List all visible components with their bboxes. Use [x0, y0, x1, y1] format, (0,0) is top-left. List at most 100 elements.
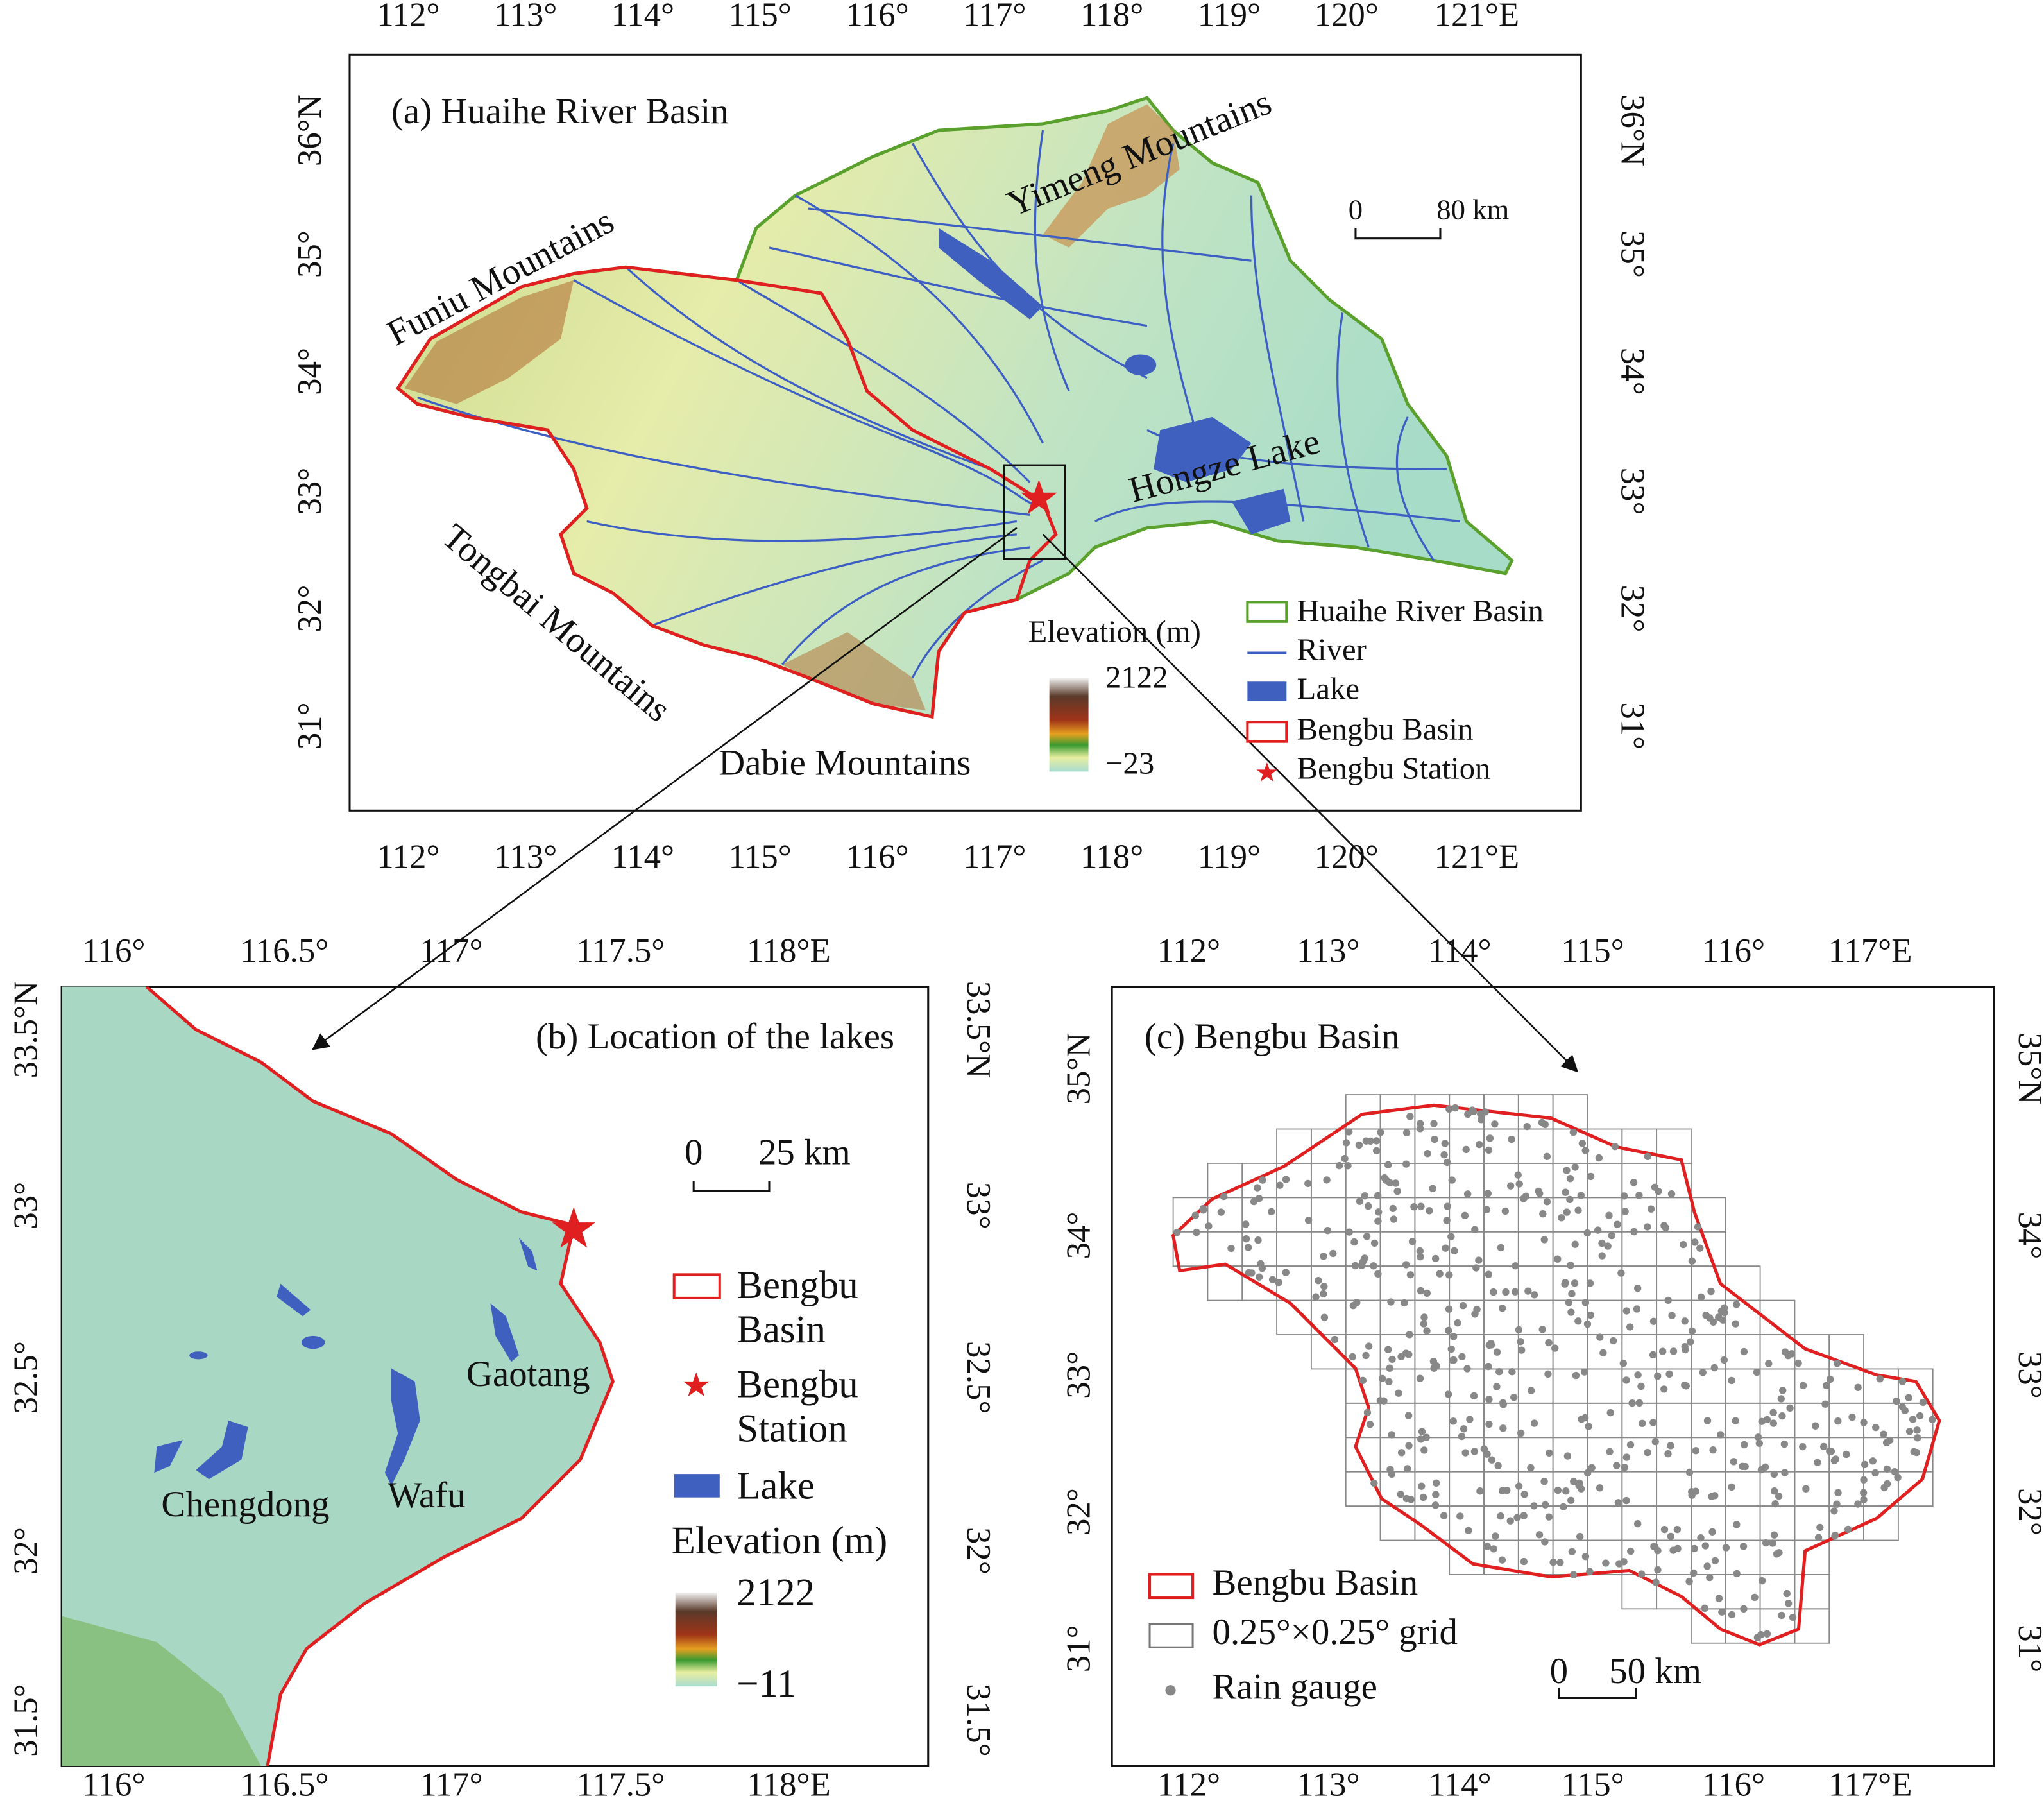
- rain-gauge: [1498, 1487, 1506, 1495]
- tick-label: 118°E: [747, 1767, 831, 1804]
- rain-gauge: [1502, 1288, 1510, 1296]
- rain-gauge: [1513, 1514, 1521, 1521]
- rain-gauge: [1388, 1431, 1395, 1439]
- rain-gauge: [1628, 1399, 1636, 1407]
- rain-gauge: [1692, 1447, 1699, 1455]
- rain-gauge: [1312, 1293, 1320, 1301]
- legend-label: Bengbu Basin: [1297, 712, 1474, 747]
- rain-gauge: [1431, 1135, 1438, 1143]
- rain-gauge: [1886, 1436, 1894, 1444]
- rain-gauge: [1362, 1351, 1370, 1360]
- rain-gauge: [1604, 1242, 1612, 1250]
- rain-gauge: [1353, 1299, 1361, 1306]
- rain-gauge: [1703, 1417, 1712, 1424]
- rain-gauge: [1703, 1562, 1711, 1570]
- rain-gauge: [1515, 1326, 1523, 1334]
- rain-gauge: [1697, 1534, 1705, 1542]
- rain-gauge: [1372, 1137, 1381, 1145]
- rain-gauge: [1430, 1120, 1438, 1127]
- tick-label: 113°: [494, 0, 557, 34]
- rain-gauge: [1524, 1287, 1532, 1295]
- rain-gauge: [1476, 1140, 1483, 1149]
- rain-gauge: [1697, 1293, 1705, 1301]
- rain-gauge: [1608, 1231, 1615, 1240]
- rain-gauge: [1406, 1113, 1414, 1120]
- rain-gauge: [1771, 1487, 1778, 1495]
- rain-gauge: [1377, 1129, 1384, 1136]
- tick-label: 34°: [1614, 348, 1651, 395]
- tick-label: 114°: [611, 0, 674, 34]
- rain-gauge: [1254, 1184, 1261, 1192]
- rain-gauge: [1250, 1197, 1258, 1206]
- rain-gauge: [1512, 1288, 1519, 1296]
- legend-label: Rain gauge: [1213, 1666, 1377, 1707]
- zoom-arrow: [311, 527, 1018, 1050]
- legend-label: Bengbu Station: [737, 1363, 858, 1451]
- rain-gauge: [1463, 1190, 1472, 1198]
- rain-gauge: [1501, 1207, 1510, 1215]
- rain-gauge: [1447, 1233, 1455, 1240]
- bengbu-station-marker: [552, 1206, 595, 1248]
- rain-gauge: [1254, 1236, 1262, 1244]
- rain-gauge: [1401, 1299, 1408, 1307]
- rain-gauge: [1611, 1143, 1619, 1151]
- rain-gauge: [1276, 1181, 1284, 1189]
- rain-gauge: [1650, 1543, 1658, 1550]
- tick-label: 117.5°: [576, 1767, 665, 1804]
- rain-gauge: [1546, 1449, 1553, 1457]
- tick-label: 34°: [1060, 1211, 1098, 1259]
- rain-gauge: [1566, 1195, 1574, 1204]
- tick-label: 35°N: [2011, 1032, 2044, 1104]
- rain-gauge: [1861, 1460, 1869, 1469]
- grid-cell: [1794, 1608, 1830, 1644]
- rain-gauge: [1494, 1462, 1502, 1470]
- legend-value: 2122: [737, 1571, 815, 1614]
- rain-gauge: [1694, 1223, 1702, 1231]
- rain-gauge: [1540, 1478, 1548, 1485]
- tick-label: 116°: [82, 932, 145, 970]
- tick-label: 33°: [1614, 468, 1651, 515]
- rain-gauge: [1362, 1137, 1370, 1145]
- tick-label: 116°: [1702, 1767, 1765, 1804]
- rain-gauge: [1781, 1469, 1789, 1476]
- tick-label: 113°: [494, 839, 557, 876]
- rain-gauge: [1894, 1473, 1902, 1482]
- rain-gauge: [1538, 1118, 1546, 1127]
- rain-gauge: [1859, 1489, 1868, 1497]
- rain-gauge: [1397, 1491, 1404, 1498]
- rain-gauge: [1491, 1120, 1499, 1128]
- rain-gauge: [1667, 1190, 1676, 1198]
- legend-label: Lake: [1297, 672, 1359, 706]
- panel-title: (a) Huaihe River Basin: [391, 91, 729, 132]
- rain-gauge: [1728, 1483, 1735, 1491]
- rain-gauge: [1598, 1239, 1606, 1247]
- tick-label: 32°: [1614, 585, 1651, 633]
- rain-gauge: [1543, 1198, 1551, 1206]
- rain-gauge: [1733, 1570, 1741, 1578]
- rain-gauge: [1781, 1348, 1789, 1356]
- legend-title: Elevation (m): [672, 1519, 888, 1562]
- tick-label: 112°: [1157, 932, 1220, 970]
- rain-gauge: [1567, 1496, 1575, 1505]
- rain-gauge: [1541, 1538, 1549, 1546]
- rain-gauge: [1812, 1422, 1819, 1430]
- rain-gauge: [1778, 1412, 1786, 1420]
- rain-gauge: [1576, 1532, 1584, 1541]
- rain-gauge: [1820, 1442, 1828, 1451]
- rain-gauge: [1717, 1431, 1725, 1439]
- rain-gauge: [1719, 1316, 1727, 1324]
- tick-label: 115°: [729, 839, 792, 876]
- rain-gauge: [1876, 1375, 1884, 1383]
- rain-gauge: [1462, 1145, 1470, 1154]
- rain-gauge: [1621, 1464, 1629, 1471]
- rain-gauge: [1562, 1188, 1569, 1196]
- rain-gauge: [1769, 1419, 1777, 1427]
- rain-gauge: [1775, 1549, 1783, 1557]
- rain-gauge: [1722, 1544, 1730, 1552]
- rain-gauge: [1647, 1205, 1655, 1213]
- legend-label: Bengbu Basin: [1213, 1562, 1418, 1603]
- tick-label: 114°: [611, 839, 674, 876]
- rain-gauge: [1315, 1277, 1322, 1285]
- rain-gauge: [1424, 1149, 1431, 1158]
- rain-gauge: [1709, 1318, 1717, 1326]
